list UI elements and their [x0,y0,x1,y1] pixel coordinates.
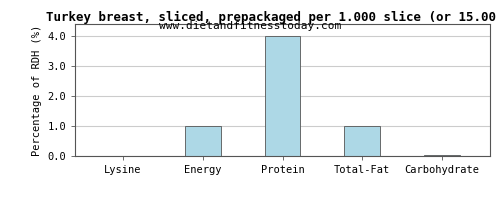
Title: Turkey breast, sliced, prepackaged per 1.000 slice (or 15.00 g): Turkey breast, sliced, prepackaged per 1… [46,11,500,24]
Y-axis label: Percentage of RDH (%): Percentage of RDH (%) [32,24,42,156]
Bar [344,126,380,156]
Bar [264,36,300,156]
Bar [424,154,460,156]
Bar [184,126,220,156]
Text: www.dietandfitnesstoday.com: www.dietandfitnesstoday.com [159,21,341,31]
